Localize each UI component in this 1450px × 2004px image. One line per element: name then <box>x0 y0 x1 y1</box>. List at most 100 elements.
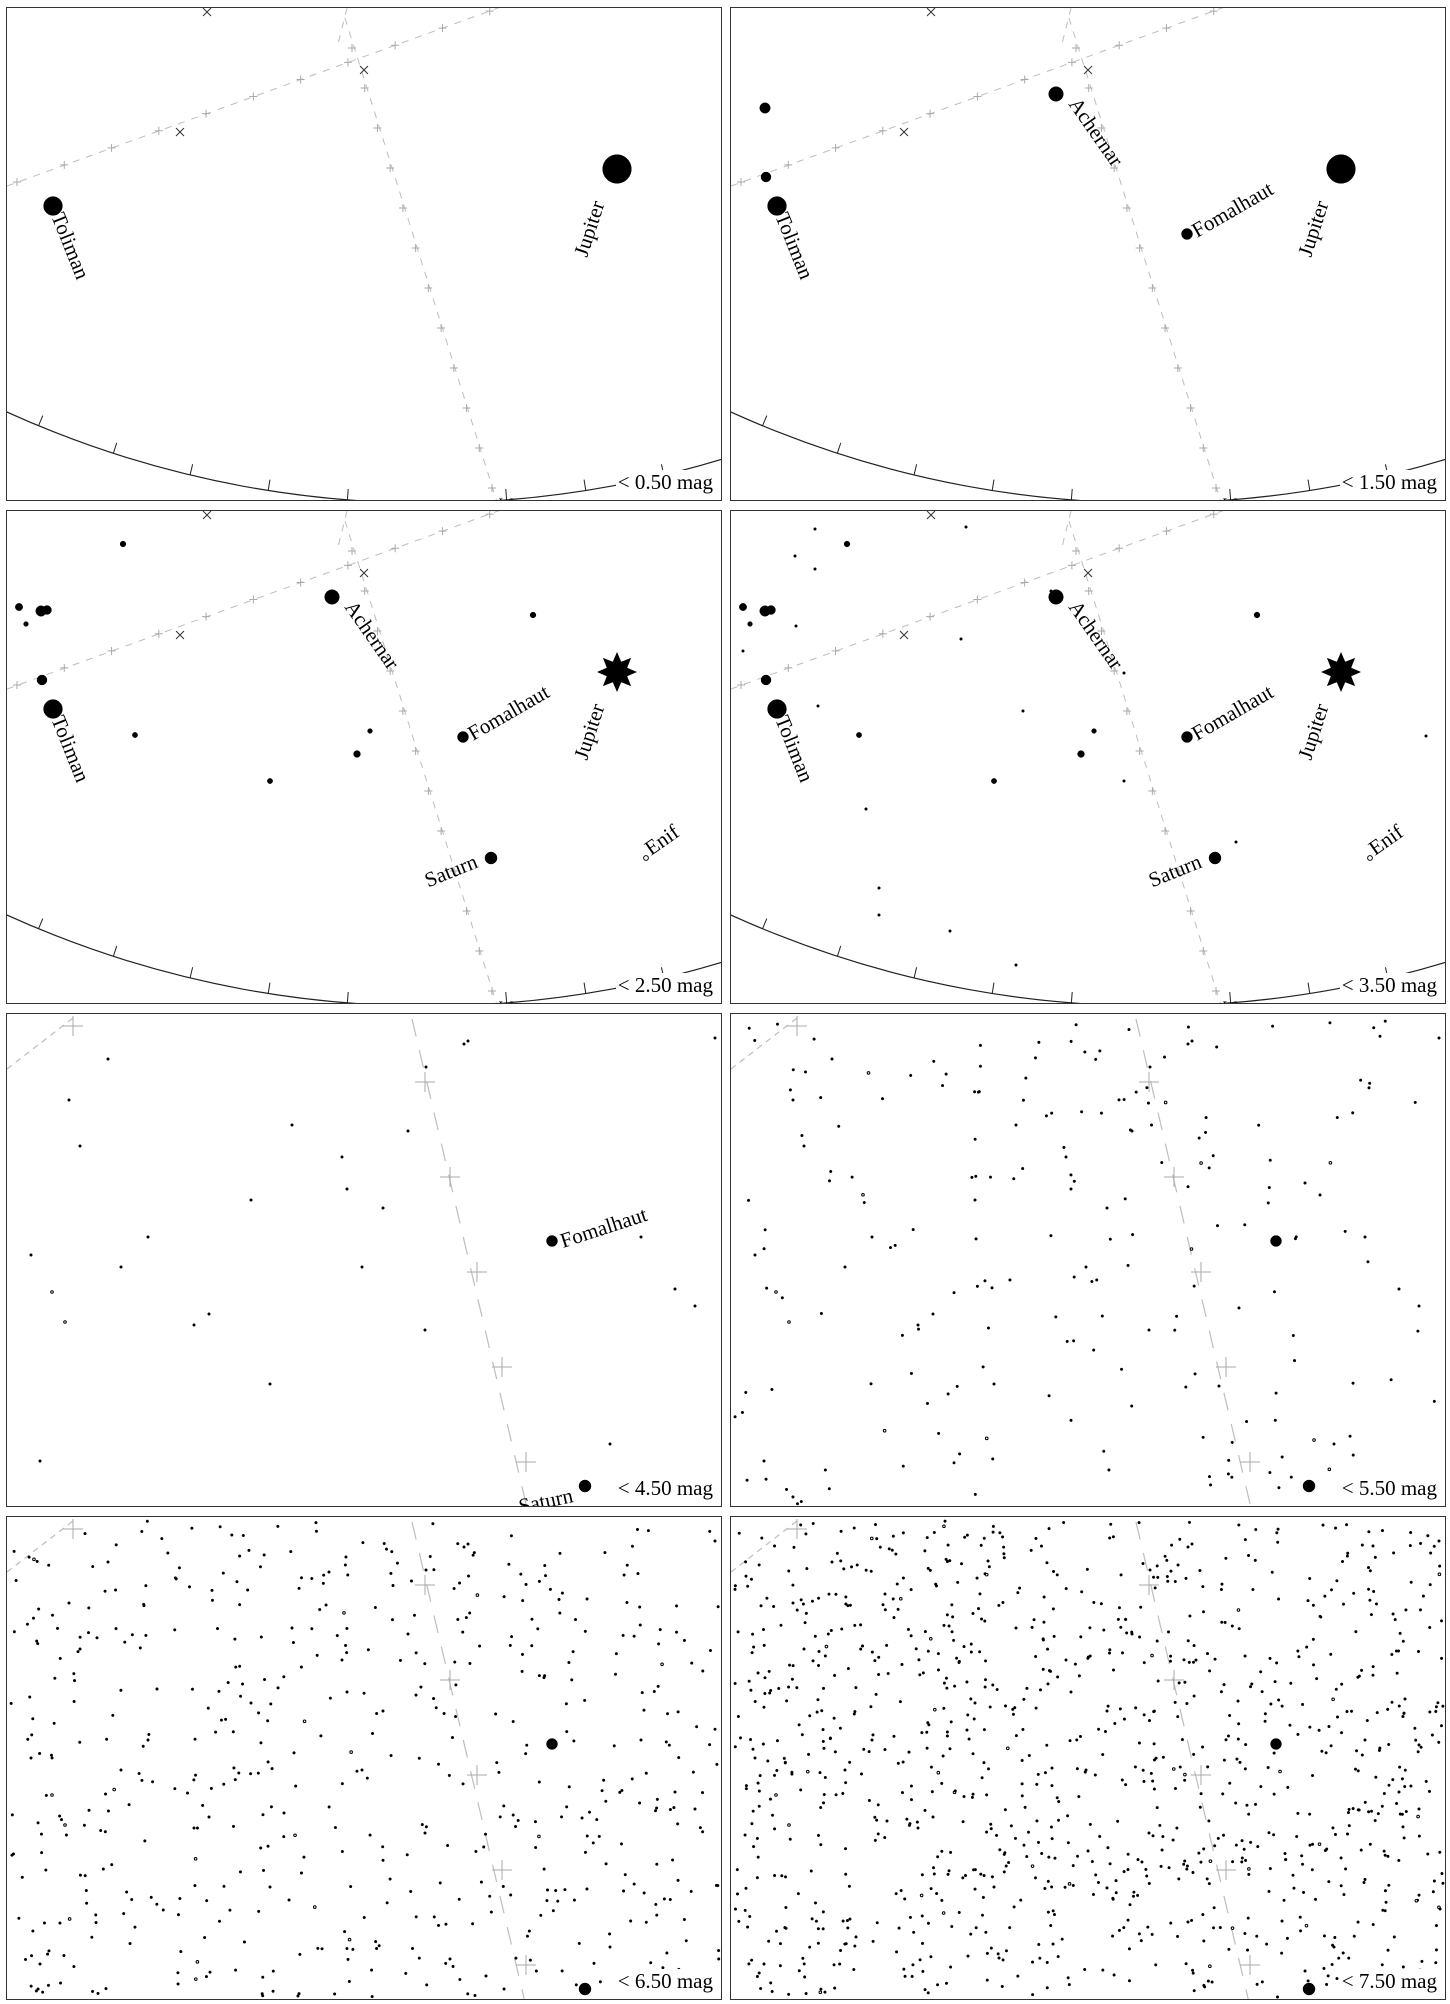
star-marker <box>1424 734 1428 738</box>
star-marker <box>384 1547 389 1551</box>
star-marker <box>1335 1115 1339 1120</box>
star-marker <box>1353 1767 1358 1771</box>
star-marker <box>291 1640 295 1645</box>
star-marker <box>1109 1522 1113 1526</box>
star-marker <box>1130 1630 1134 1634</box>
star-marker <box>446 1843 450 1848</box>
star-marker <box>1310 1773 1315 1778</box>
star-marker <box>1102 1628 1106 1632</box>
star-marker <box>1149 1771 1153 1775</box>
star-marker <box>1421 1594 1425 1598</box>
star-marker <box>362 1691 366 1695</box>
star-marker <box>1375 1711 1379 1715</box>
star-marker <box>1382 1849 1386 1853</box>
star-marker <box>1139 1605 1143 1609</box>
star-marker <box>1247 1872 1251 1876</box>
star-marker <box>475 1593 480 1597</box>
star-marker <box>1434 1924 1438 1928</box>
object-label: Jupiter <box>569 198 609 260</box>
star-marker <box>140 1778 144 1782</box>
star-marker <box>1363 1877 1367 1882</box>
star-marker <box>1393 1618 1397 1622</box>
star-marker <box>572 1898 576 1902</box>
star-marker <box>318 1607 322 1612</box>
star-marker <box>1201 1435 1205 1439</box>
star-marker <box>1069 1173 1073 1177</box>
star-marker <box>542 1867 546 1871</box>
star-marker <box>94 1921 98 1925</box>
star-marker <box>1016 1974 1020 1978</box>
star-marker <box>995 1687 999 1692</box>
star-marker <box>105 1737 109 1741</box>
star-marker <box>122 1912 126 1916</box>
star-marker <box>1372 1026 1376 1030</box>
star-marker <box>923 1988 927 1992</box>
star-marker <box>208 1970 212 1974</box>
star-marker <box>977 1090 981 1094</box>
sky-chart: WTolimanJupiter <box>7 8 721 500</box>
star-marker <box>217 1689 221 1693</box>
object-label: Fomalhaut <box>464 680 554 746</box>
star-marker <box>882 1428 887 1433</box>
star-marker <box>974 1926 978 1930</box>
star-marker <box>1308 1843 1312 1847</box>
star-marker <box>748 1914 752 1919</box>
star-marker <box>1146 1925 1150 1929</box>
star-marker <box>1030 1625 1034 1629</box>
star-marker <box>462 1545 466 1549</box>
star-marker <box>450 1735 455 1740</box>
star-marker <box>1272 1751 1276 1755</box>
star-marker <box>1237 1627 1241 1631</box>
star-marker <box>978 1064 982 1068</box>
star-marker <box>909 1798 914 1802</box>
star-marker <box>955 1384 959 1388</box>
coordinate-grid <box>731 511 1224 1003</box>
star-marker <box>1312 1438 1316 1442</box>
star-marker <box>1141 1768 1145 1772</box>
star-marker <box>818 1771 822 1775</box>
star-marker <box>276 1524 280 1528</box>
coordinate-grid <box>7 1519 536 1999</box>
star-marker <box>862 1201 866 1205</box>
star-marker <box>816 1941 820 1945</box>
star-marker <box>948 929 952 933</box>
star-marker <box>241 1533 245 1538</box>
star-marker <box>819 1843 823 1847</box>
star-marker <box>908 1915 912 1919</box>
star-marker <box>846 1926 850 1930</box>
star-marker <box>801 1602 805 1606</box>
star-marker <box>1339 1731 1344 1735</box>
star-marker <box>1004 1949 1008 1953</box>
star-marker <box>923 1549 927 1553</box>
star-marker <box>527 1929 531 1933</box>
star-marker <box>733 1584 737 1588</box>
star-marker <box>1147 1831 1151 1835</box>
star-marker <box>883 1608 887 1612</box>
star-marker <box>1000 1984 1004 1988</box>
star-marker <box>1245 1803 1249 1807</box>
star-marker <box>964 525 968 529</box>
star-marker <box>78 1647 82 1651</box>
star-marker <box>747 1679 751 1683</box>
star-marker <box>530 1617 534 1621</box>
star-marker <box>375 1946 379 1951</box>
star-marker <box>991 778 997 784</box>
star-marker <box>906 1627 910 1631</box>
star-marker <box>827 1592 831 1596</box>
star-marker <box>595 1818 599 1822</box>
star-marker <box>1152 1787 1156 1791</box>
star-marker <box>909 1371 913 1375</box>
star-marker <box>324 1603 328 1607</box>
star-marker <box>829 1628 833 1633</box>
star-marker <box>377 1944 381 1948</box>
star-marker <box>548 1587 552 1591</box>
labelled-object-marker <box>1270 1738 1282 1750</box>
star-marker <box>797 1723 801 1727</box>
sky-chart-panel-mag-6-5: < 6.50 mag <box>6 1516 722 2000</box>
star-marker <box>238 1554 242 1558</box>
star-marker <box>1250 1682 1254 1686</box>
star-marker <box>1310 1868 1314 1872</box>
star-marker <box>1289 1681 1293 1685</box>
star-marker <box>661 1966 665 1970</box>
star-marker <box>9 1701 13 1705</box>
